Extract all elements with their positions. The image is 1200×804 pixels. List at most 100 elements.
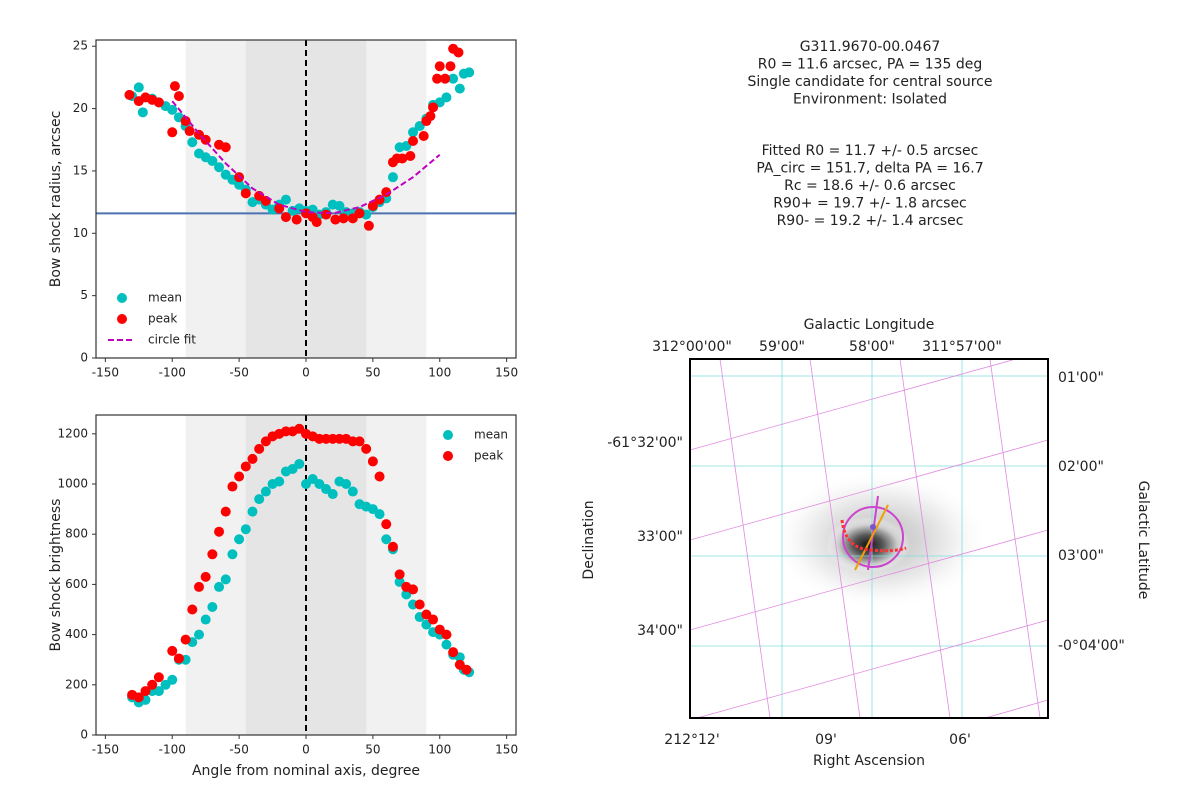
x-axis-label: Angle from nominal axis, degree bbox=[192, 763, 420, 779]
image-tick-label: 09' bbox=[815, 732, 837, 748]
point bbox=[461, 664, 472, 675]
point bbox=[184, 126, 195, 137]
y-tick-label: 1200 bbox=[57, 426, 88, 440]
point bbox=[394, 569, 405, 580]
point bbox=[187, 604, 198, 615]
y-tick-label: 200 bbox=[65, 677, 88, 691]
point bbox=[254, 443, 265, 454]
point bbox=[428, 102, 439, 113]
point bbox=[247, 506, 258, 517]
point bbox=[408, 127, 419, 138]
point bbox=[440, 73, 451, 84]
point bbox=[180, 116, 191, 127]
point bbox=[425, 111, 436, 122]
point bbox=[167, 674, 178, 685]
point bbox=[454, 83, 465, 94]
point bbox=[464, 67, 475, 78]
point bbox=[220, 142, 231, 153]
point bbox=[381, 534, 392, 545]
image-tick-label: 59'00" bbox=[759, 339, 805, 355]
point bbox=[347, 486, 358, 497]
legend-label: mean bbox=[148, 291, 182, 305]
point bbox=[254, 494, 265, 505]
point bbox=[330, 214, 341, 225]
point bbox=[193, 581, 204, 592]
legend-swatch bbox=[443, 451, 453, 461]
point bbox=[167, 104, 178, 115]
point bbox=[200, 614, 211, 625]
point bbox=[387, 541, 398, 552]
x-tick-label: -50 bbox=[229, 366, 249, 380]
point bbox=[124, 89, 135, 100]
image-tick-label: 212°12' bbox=[664, 732, 719, 748]
point bbox=[173, 653, 184, 664]
fit-line bbox=[171, 100, 441, 215]
point bbox=[405, 150, 416, 161]
point bbox=[167, 645, 178, 656]
x-tick-label: 100 bbox=[428, 743, 451, 757]
point bbox=[220, 506, 231, 517]
image-tick-label: -61°32'00" bbox=[607, 435, 683, 451]
point bbox=[418, 131, 429, 142]
image-tick-label: 33'00" bbox=[637, 529, 683, 545]
fit-line-text: Rc = 18.6 +/- 0.6 arcsec bbox=[784, 178, 956, 194]
y-tick-label: 15 bbox=[73, 163, 88, 177]
point bbox=[414, 599, 425, 610]
point bbox=[140, 686, 151, 697]
point bbox=[227, 549, 238, 560]
y-axis-label: Bow shock brightness bbox=[48, 499, 64, 652]
point bbox=[428, 614, 439, 625]
point bbox=[180, 634, 191, 645]
y-tick-label: 800 bbox=[65, 527, 88, 541]
point bbox=[240, 524, 251, 535]
image-frame bbox=[689, 358, 1049, 719]
point bbox=[247, 453, 258, 464]
legend-swatch bbox=[443, 430, 453, 440]
point bbox=[408, 136, 419, 147]
info-line: Environment: Isolated bbox=[793, 92, 947, 108]
legend-label: mean bbox=[474, 428, 508, 442]
image-tick-label: 58'00" bbox=[849, 339, 895, 355]
y-tick-label: 0 bbox=[80, 728, 88, 742]
point bbox=[173, 91, 184, 102]
point bbox=[408, 584, 419, 595]
image-tick-label: -0°04'00" bbox=[1058, 638, 1125, 654]
point bbox=[327, 489, 338, 500]
point bbox=[294, 458, 305, 469]
point bbox=[338, 213, 349, 224]
point bbox=[214, 581, 225, 592]
point bbox=[354, 436, 365, 447]
point bbox=[387, 172, 398, 183]
y-tick-label: 0 bbox=[80, 351, 88, 365]
point bbox=[381, 187, 392, 198]
point bbox=[133, 82, 144, 93]
point bbox=[240, 188, 251, 199]
point bbox=[280, 194, 291, 205]
image-tick-label: 34'00" bbox=[637, 623, 683, 639]
info-line: R0 = 11.6 arcsec, PA = 135 deg bbox=[758, 57, 982, 73]
point bbox=[167, 127, 178, 138]
x-tick-label: 100 bbox=[428, 366, 451, 380]
x-tick-label: 0 bbox=[302, 743, 310, 757]
point bbox=[187, 137, 198, 148]
point bbox=[200, 571, 211, 582]
image-tick-label: 01'00" bbox=[1058, 370, 1104, 386]
plot-frame bbox=[95, 39, 517, 359]
x-tick-label: -100 bbox=[159, 366, 186, 380]
info-line: G311.9670-00.0467 bbox=[800, 39, 941, 55]
point bbox=[291, 214, 302, 225]
point bbox=[234, 534, 245, 545]
y-tick-label: 400 bbox=[65, 627, 88, 641]
y-tick-label: 25 bbox=[73, 39, 88, 53]
point bbox=[441, 629, 452, 640]
y-tick-label: 5 bbox=[80, 288, 88, 302]
point bbox=[153, 686, 164, 697]
point bbox=[193, 629, 204, 640]
point bbox=[311, 217, 322, 228]
legend-swatch bbox=[117, 293, 127, 303]
point bbox=[432, 73, 443, 84]
image-top-label: Galactic Longitude bbox=[804, 317, 935, 333]
point bbox=[147, 679, 158, 690]
point bbox=[354, 208, 365, 219]
x-tick-label: 50 bbox=[365, 743, 380, 757]
